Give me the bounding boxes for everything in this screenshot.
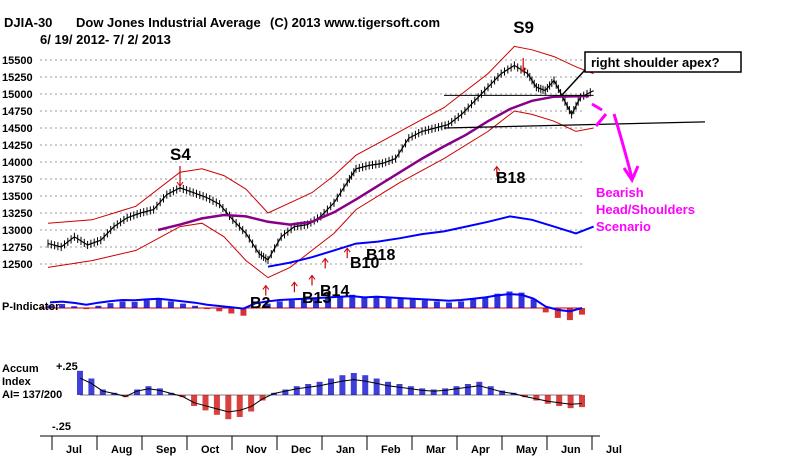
month-label: Jul: [606, 444, 622, 456]
month-label: Jan: [336, 444, 355, 456]
month-label: Nov: [246, 444, 268, 456]
series-blue-relative-strength: [267, 215, 594, 268]
scenario-line-2: Head/Shoulders: [596, 202, 695, 217]
y-tick-label: 13750: [2, 174, 33, 186]
price-layer: [47, 61, 594, 268]
header-copyright: (C) 2013 www.tigersoft.com: [270, 15, 440, 30]
month-label: Jun: [561, 444, 581, 456]
y-tick-label: 15250: [2, 72, 33, 84]
signal-arrowhead: [291, 281, 298, 287]
signal-arrowhead: [493, 165, 501, 171]
accum-index-layer: [77, 370, 585, 420]
signal-arrowhead: [262, 284, 270, 290]
accum-label-line-1: Accum: [2, 363, 39, 375]
neckline: [443, 121, 706, 129]
scenario-path: [612, 113, 634, 179]
signal-label: B18: [366, 247, 395, 264]
month-label: Mar: [426, 444, 446, 456]
signal-label: S4: [170, 145, 191, 164]
p-indicator-layer: [40, 291, 585, 321]
neckline-layer: [443, 94, 706, 184]
right-shoulder-pointer: [561, 69, 586, 96]
header-date-range: 6/ 19/ 2012- 7/ 2/ 2013: [40, 32, 171, 47]
signal-arrowhead: [519, 67, 527, 73]
right-shoulder-annotation: right shoulder apex?: [591, 55, 720, 70]
y-tick-label: 14250: [2, 140, 33, 152]
accum-ma-line: [79, 377, 583, 413]
y-tick-label: 13250: [2, 208, 33, 220]
series-red-upper-band: [47, 45, 594, 224]
signal-label: S9: [513, 18, 534, 37]
month-axis: Jul Aug Sep Oct Nov Dec Jan Feb Mar Apr May Jun Jul: [40, 435, 622, 456]
month-label: Jul: [66, 444, 82, 456]
signal-arrowhead: [308, 274, 316, 280]
signal-label: B2: [250, 295, 271, 312]
y-tick-label: 14000: [2, 157, 33, 169]
scenario-arrowhead: [622, 165, 640, 184]
month-label: Apr: [471, 444, 491, 456]
p-indicator-line: [49, 293, 583, 313]
accum-ai-value: AI= 137/200: [2, 389, 62, 401]
band-layer: [47, 45, 594, 279]
header-ticker: DJIA-30: [4, 15, 52, 30]
signal-arrowhead: [343, 247, 351, 253]
scenario-line-1: Bearish: [596, 185, 644, 200]
scenario-line-3: Scenario: [596, 219, 651, 234]
y-axis-ticks: 15500 15250 15000 14750 14500 14250 14000 13750…: [2, 55, 33, 271]
month-label: Dec: [291, 444, 311, 456]
y-tick-label: 14500: [2, 123, 33, 135]
month-label: Oct: [201, 444, 220, 456]
signal-label: B18: [496, 170, 525, 187]
accum-top-label: +.25: [56, 361, 78, 373]
series-purple-moving-average: [157, 94, 590, 232]
y-tick-label: 12500: [2, 259, 33, 271]
y-tick-label: 15000: [2, 89, 33, 101]
y-tick-label: 12750: [2, 242, 33, 254]
y-tick-label: 13500: [2, 191, 33, 203]
accum-label-line-2: Index: [2, 376, 32, 388]
scenario-dash-1: [591, 102, 603, 112]
y-tick-label: 13000: [2, 225, 33, 237]
series-djia-close: [47, 64, 594, 261]
p-indicator-label: P-Indicator: [2, 301, 60, 313]
y-tick-label: 14750: [2, 106, 33, 118]
grid-layer: [40, 59, 582, 265]
month-label: May: [516, 444, 538, 456]
signal-label: B13: [302, 290, 331, 307]
signal-arrowhead: [321, 257, 329, 263]
accum-bottom-label: -.25: [52, 421, 71, 433]
month-label: Feb: [381, 444, 401, 456]
y-tick-label: 15500: [2, 55, 33, 67]
signal-label: B14: [320, 283, 349, 300]
signal-arrowhead: [176, 181, 184, 187]
signal-label: B10: [350, 255, 379, 272]
header-name: Dow Jones Industrial Average: [76, 15, 261, 30]
month-label: Sep: [156, 444, 176, 456]
month-label: Aug: [111, 444, 132, 456]
series-red-lower-band: [47, 110, 594, 279]
scenario-dash-2: [594, 113, 608, 127]
right-shoulder-box: [584, 51, 742, 73]
